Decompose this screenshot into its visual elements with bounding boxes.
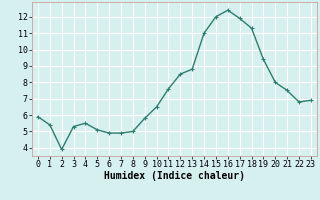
X-axis label: Humidex (Indice chaleur): Humidex (Indice chaleur) — [104, 171, 245, 181]
